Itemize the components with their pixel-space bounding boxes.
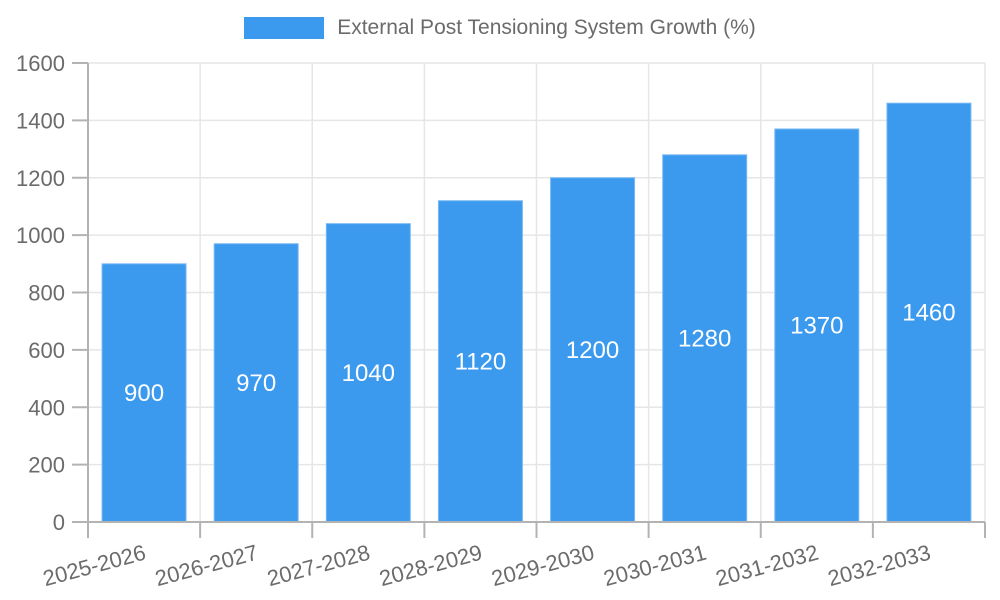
bar-value-label: 1200 (566, 337, 619, 364)
bar-value-label: 1040 (342, 360, 395, 387)
y-tick-label: 1200 (16, 166, 65, 191)
y-tick-label: 800 (28, 281, 65, 306)
bar-value-label: 1460 (902, 300, 955, 327)
legend[interactable]: External Post Tensioning System Growth (… (0, 16, 1000, 40)
y-tick-label: 200 (28, 453, 65, 478)
bar[interactable] (325, 223, 411, 523)
bar-value-label: 900 (124, 380, 164, 407)
bar[interactable] (101, 263, 187, 523)
legend-label: External Post Tensioning System Growth (… (337, 16, 756, 39)
x-tick-label: 2030-2031 (601, 540, 709, 591)
x-tick-label: 2031-2032 (713, 540, 821, 591)
bar[interactable] (886, 102, 972, 523)
bar-value-label: 1280 (678, 325, 731, 352)
y-tick-label: 1400 (16, 108, 65, 133)
bar[interactable] (213, 243, 299, 523)
y-tick-label: 1000 (16, 223, 65, 248)
x-tick-label: 2032-2033 (825, 540, 933, 591)
x-tick-label: 2029-2030 (489, 540, 597, 591)
bar-value-label: 1370 (790, 312, 843, 339)
y-tick-label: 400 (28, 395, 65, 420)
y-tick-label: 1600 (16, 51, 65, 76)
x-tick-label: 2028-2029 (377, 540, 485, 591)
x-tick-label: 2025-2026 (40, 540, 148, 591)
y-tick-label: 0 (53, 510, 65, 535)
bar[interactable] (774, 128, 860, 523)
bar[interactable] (662, 154, 748, 523)
bar-value-label: 1120 (455, 348, 507, 375)
bar[interactable] (437, 200, 523, 523)
legend-swatch (244, 17, 325, 39)
x-tick-label: 2026-2027 (152, 540, 260, 591)
y-tick-label: 600 (28, 338, 65, 363)
bar[interactable] (550, 177, 636, 523)
bar-value-label: 970 (236, 370, 276, 397)
x-tick-label: 2027-2028 (265, 540, 373, 591)
